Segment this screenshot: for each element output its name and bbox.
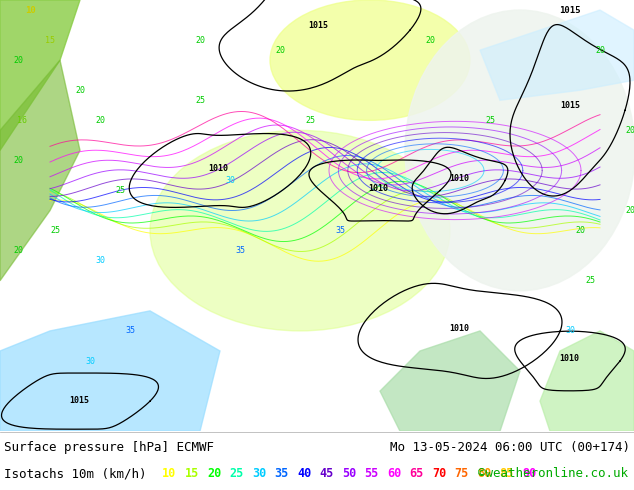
Text: 35: 35 (275, 467, 288, 480)
Text: 25: 25 (230, 467, 243, 480)
Text: 20: 20 (13, 56, 23, 65)
Ellipse shape (405, 10, 634, 291)
Text: 80: 80 (477, 467, 491, 480)
Ellipse shape (270, 0, 470, 121)
Text: 20: 20 (575, 226, 585, 235)
Text: 1010: 1010 (208, 164, 228, 173)
Text: 30: 30 (225, 176, 235, 185)
Text: 20: 20 (425, 36, 435, 45)
Text: 30: 30 (95, 256, 105, 265)
Text: 20: 20 (195, 36, 205, 45)
Text: 25: 25 (305, 116, 315, 125)
Text: 60: 60 (387, 467, 401, 480)
Text: 20: 20 (625, 126, 634, 135)
Text: 1015: 1015 (560, 101, 580, 110)
Text: 20: 20 (13, 246, 23, 255)
Text: 90: 90 (522, 467, 536, 480)
Text: 20: 20 (595, 46, 605, 55)
Text: 35: 35 (235, 246, 245, 255)
Text: 10: 10 (25, 5, 36, 15)
Polygon shape (480, 10, 634, 100)
Text: 1015: 1015 (69, 395, 89, 405)
Text: 45: 45 (320, 467, 333, 480)
Polygon shape (380, 331, 520, 431)
Text: 20: 20 (207, 467, 221, 480)
Ellipse shape (150, 130, 450, 331)
Text: 20: 20 (95, 116, 105, 125)
Text: 35: 35 (125, 326, 135, 336)
Polygon shape (540, 331, 634, 431)
Text: 30: 30 (565, 326, 575, 336)
Text: Isotachs 10m (km/h): Isotachs 10m (km/h) (4, 467, 146, 480)
Text: 25: 25 (485, 116, 495, 125)
Polygon shape (0, 60, 80, 281)
Text: 1015: 1015 (559, 5, 581, 15)
Text: 85: 85 (500, 467, 514, 480)
Polygon shape (0, 311, 220, 431)
Text: 15: 15 (45, 36, 55, 45)
Text: 65: 65 (410, 467, 424, 480)
Text: 10: 10 (162, 467, 176, 480)
Text: 15: 15 (184, 467, 198, 480)
Text: 1010: 1010 (449, 324, 469, 333)
Text: 75: 75 (455, 467, 469, 480)
Text: 25: 25 (585, 276, 595, 285)
Text: 70: 70 (432, 467, 446, 480)
Text: 30: 30 (85, 357, 95, 366)
Text: Surface pressure [hPa] ECMWF: Surface pressure [hPa] ECMWF (4, 441, 214, 454)
Text: Mo 13-05-2024 06:00 UTC (00+174): Mo 13-05-2024 06:00 UTC (00+174) (390, 441, 630, 454)
Text: 20: 20 (625, 206, 634, 215)
Text: 30: 30 (252, 467, 266, 480)
Text: ©weatheronline.co.uk: ©weatheronline.co.uk (478, 467, 628, 480)
Text: 1010: 1010 (368, 184, 388, 193)
Text: 25: 25 (195, 96, 205, 105)
Text: 35: 35 (335, 226, 345, 235)
Polygon shape (0, 0, 80, 150)
Text: 40: 40 (297, 467, 311, 480)
Text: 1015: 1015 (308, 21, 328, 29)
Text: 25: 25 (115, 186, 125, 195)
Text: 20: 20 (13, 156, 23, 165)
Text: 1010: 1010 (559, 354, 579, 364)
Text: 20: 20 (275, 46, 285, 55)
Text: 25: 25 (50, 226, 60, 235)
Text: 1010: 1010 (449, 174, 469, 183)
Text: 20: 20 (75, 86, 85, 95)
Text: 50: 50 (342, 467, 356, 480)
Text: 55: 55 (365, 467, 378, 480)
Text: 16: 16 (17, 116, 27, 125)
